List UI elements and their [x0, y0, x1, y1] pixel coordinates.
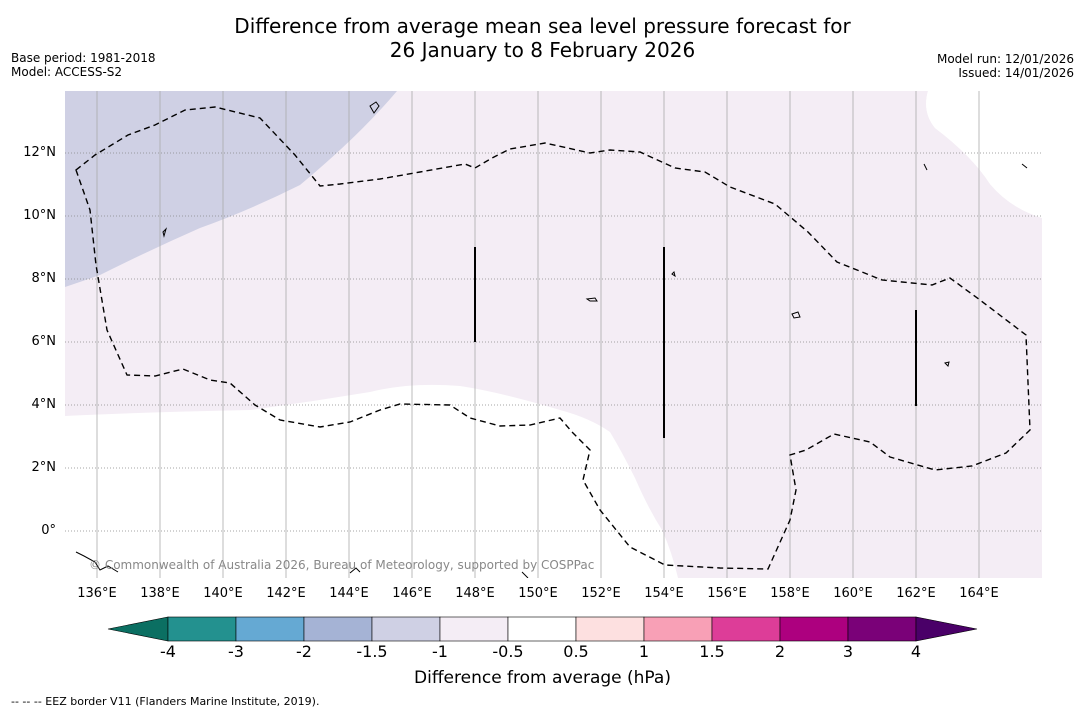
anomaly-region-minus-1-5 — [65, 91, 397, 287]
colorbar-tick-label: -1 — [432, 642, 448, 661]
lat-label: 8°N — [31, 271, 57, 286]
lon-label: 138°E — [140, 586, 180, 601]
lon-label: 152°E — [581, 586, 621, 601]
lat-label: 4°N — [31, 397, 57, 412]
eez-border — [75, 106, 1031, 570]
lon-label: 154°E — [644, 586, 684, 601]
lon-label: 136°E — [77, 586, 117, 601]
lon-label: 142°E — [266, 586, 306, 601]
colorbar-tick-label: 2 — [774, 642, 786, 661]
lon-label: 150°E — [518, 586, 558, 601]
colorbar-tick-label: 1.5 — [699, 642, 725, 661]
lat-label: 12°N — [23, 145, 56, 160]
colorbar-tick-label: 1 — [638, 642, 650, 661]
lon-label: 162°E — [896, 586, 936, 601]
chart-title: Difference from average mean sea level p… — [0, 14, 1085, 62]
colorbar-tick-label: 0.5 — [563, 642, 589, 661]
meta-left: Base period: 1981-2018 Model: ACCESS-S2 — [11, 51, 156, 79]
lon-label: 144°E — [329, 586, 369, 601]
white-notch — [926, 91, 1042, 218]
colorbar-tick-label: -0.5 — [492, 642, 524, 661]
colorbar-tick-label: -2 — [296, 642, 312, 661]
lon-label: 158°E — [770, 586, 810, 601]
colorbar-tick-label: -1.5 — [356, 642, 388, 661]
title-line-1: Difference from average mean sea level p… — [234, 14, 851, 38]
lat-label: 6°N — [31, 334, 57, 349]
lat-label: 10°N — [23, 208, 56, 223]
lat-label: 2°N — [31, 460, 57, 475]
issued-date: Issued: 14/01/2026 — [958, 66, 1074, 80]
model-name: Model: ACCESS-S2 — [11, 65, 123, 79]
base-period: Base period: 1981-2018 — [11, 51, 156, 65]
eez-footnote: -- -- -- EEZ border V11 (Flanders Marine… — [11, 695, 320, 708]
land-outlines — [75, 101, 1028, 578]
meta-right: Model run: 12/01/2026 Issued: 14/01/2026 — [937, 52, 1074, 80]
lon-label: 140°E — [203, 586, 243, 601]
lon-label: 146°E — [392, 586, 432, 601]
lat-label: 0° — [41, 523, 56, 538]
colorbar-tick-label: -3 — [228, 642, 244, 661]
colorbar-tick-label: 3 — [842, 642, 854, 661]
vertical-markers — [474, 247, 917, 438]
colorbar-label: Difference from average (hPa) — [414, 668, 671, 688]
lon-label: 148°E — [455, 586, 495, 601]
lon-label: 164°E — [959, 586, 999, 601]
colorbar-tick-label: 4 — [910, 642, 922, 661]
model-run: Model run: 12/01/2026 — [936, 52, 1074, 66]
lon-label: 160°E — [833, 586, 873, 601]
lon-label: 156°E — [707, 586, 747, 601]
anomaly-region-minus-1 — [65, 91, 1042, 578]
copyright-notice: © Commonwealth of Australia 2026, Bureau… — [89, 558, 595, 572]
colorbar-tick-label: -4 — [160, 642, 176, 661]
map-gridlines — [65, 91, 1042, 578]
title-line-2: 26 January to 8 February 2026 — [389, 38, 696, 62]
